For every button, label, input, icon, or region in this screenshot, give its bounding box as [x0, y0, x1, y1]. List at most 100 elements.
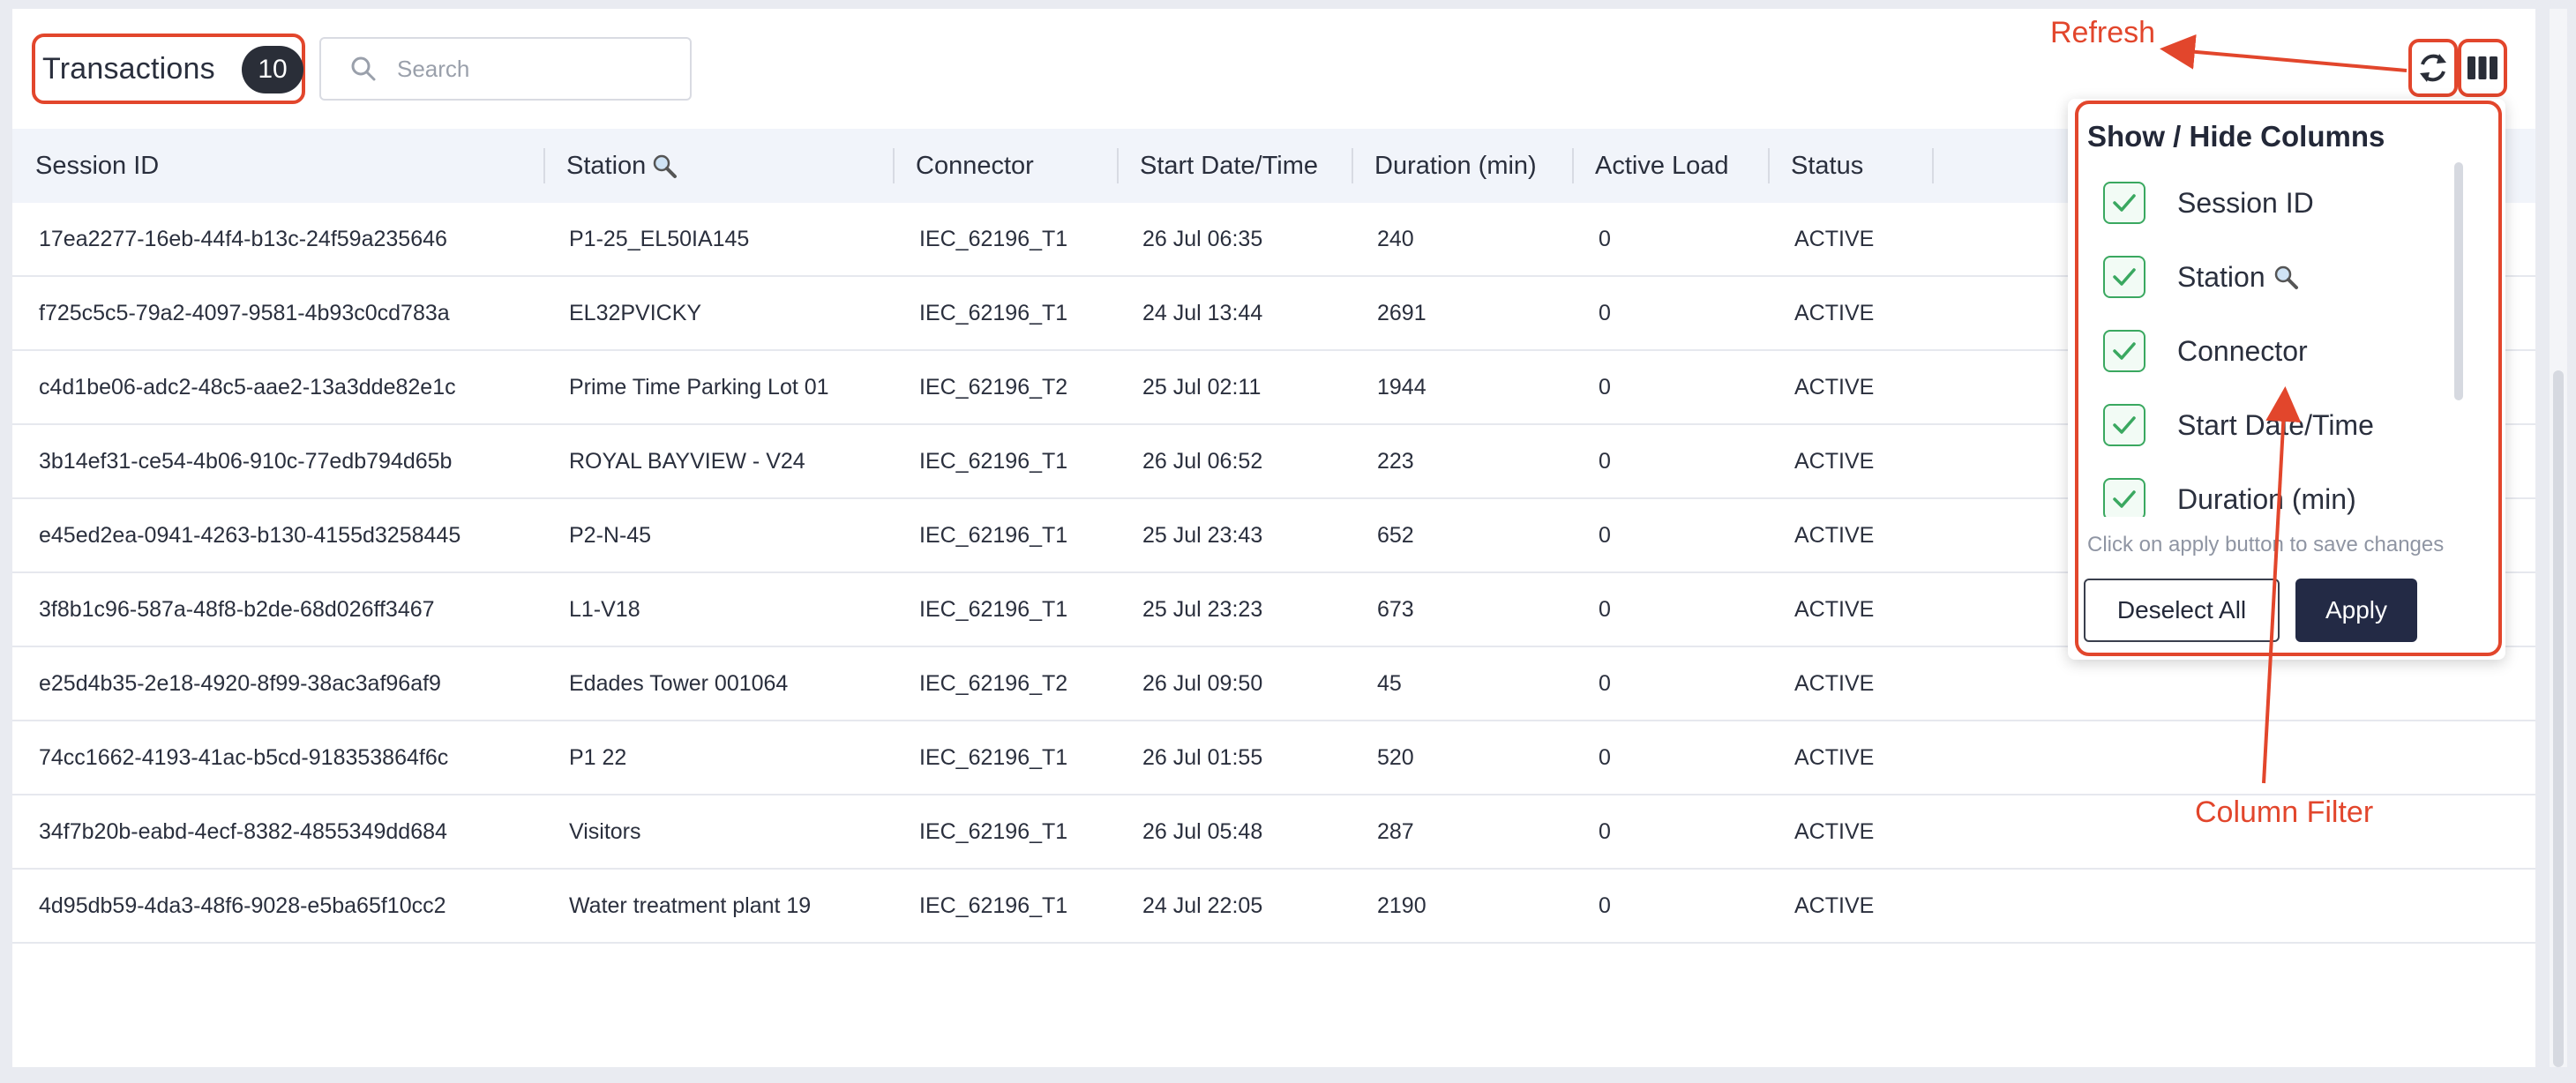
- column-checklist[interactable]: Session ID Station Connector Start Date/…: [2091, 164, 2461, 517]
- column-option-connector[interactable]: Connector: [2103, 314, 2308, 388]
- cell-status: ACTIVE: [1794, 300, 1875, 325]
- col-divider[interactable]: [1932, 148, 1934, 183]
- cell-connector: IEC_62196_T1: [919, 300, 1068, 325]
- search-input[interactable]: [397, 55, 679, 83]
- count-badge: 10: [242, 46, 303, 93]
- magnifier-icon[interactable]: [651, 153, 678, 179]
- title-group: Transactions 10: [32, 34, 305, 104]
- table-row[interactable]: 4d95db59-4da3-48f6-9028-e5ba65f10cc2 Wat…: [12, 870, 2535, 944]
- col-divider[interactable]: [543, 148, 545, 183]
- column-option-start-date-time[interactable]: Start Date/Time: [2103, 388, 2374, 462]
- cell-station: Edades Tower 001064: [569, 670, 789, 696]
- cell-duration: 240: [1377, 226, 1414, 251]
- cell-connector: IEC_62196_T1: [919, 818, 1068, 844]
- col-divider[interactable]: [1117, 148, 1119, 183]
- col-header-start-date-time[interactable]: Start Date/Time: [1140, 151, 1318, 180]
- checkbox[interactable]: [2103, 478, 2145, 517]
- column-option-label: Duration (min): [2177, 482, 2356, 515]
- cell-duration: 287: [1377, 818, 1414, 844]
- column-option-label: Station: [2177, 260, 2265, 293]
- cell-start-date-time: 25 Jul 02:11: [1142, 374, 1262, 400]
- column-option-label: Session ID: [2177, 186, 2314, 219]
- cell-session-id: 17ea2277-16eb-44f4-b13c-24f59a235646: [39, 226, 447, 251]
- checkmark-icon: [2113, 194, 2136, 212]
- cell-status: ACTIVE: [1794, 522, 1875, 548]
- cell-station: ROYAL BAYVIEW - V24: [569, 448, 805, 474]
- cell-connector: IEC_62196_T1: [919, 893, 1068, 918]
- cell-status: ACTIVE: [1794, 374, 1875, 400]
- col-divider[interactable]: [1352, 148, 1353, 183]
- table-row[interactable]: 17ea2277-16eb-44f4-b13c-24f59a235646 P1-…: [12, 203, 2535, 277]
- col-divider[interactable]: [1768, 148, 1770, 183]
- col-header-connector[interactable]: Connector: [916, 151, 1034, 180]
- table-row[interactable]: 3f8b1c96-587a-48f8-b2de-68d026ff3467 L1-…: [12, 573, 2535, 647]
- cell-station: Visitors: [569, 818, 641, 844]
- checkmark-icon: [2113, 342, 2136, 360]
- checkbox[interactable]: [2103, 256, 2145, 298]
- column-option-duration[interactable]: Duration (min): [2103, 462, 2356, 517]
- columns-button[interactable]: [2458, 39, 2507, 97]
- column-option-session-id[interactable]: Session ID: [2103, 166, 2314, 240]
- cell-active-load: 0: [1599, 893, 1611, 918]
- cell-duration: 673: [1377, 596, 1414, 622]
- cell-station: P1 22: [569, 744, 627, 770]
- cell-active-load: 0: [1599, 596, 1611, 622]
- cell-connector: IEC_62196_T1: [919, 596, 1068, 622]
- cell-start-date-time: 26 Jul 06:52: [1142, 448, 1263, 474]
- cell-duration: 45: [1377, 670, 1402, 696]
- cell-start-date-time: 26 Jul 09:50: [1142, 670, 1263, 696]
- cell-duration: 223: [1377, 448, 1414, 474]
- cell-active-load: 0: [1599, 522, 1611, 548]
- col-header-station[interactable]: Station: [566, 129, 678, 203]
- magnifier-icon: [2274, 265, 2298, 289]
- table-row[interactable]: e45ed2ea-0941-4263-b130-4155d3258445 P2-…: [12, 499, 2535, 573]
- search-icon: [351, 56, 376, 81]
- col-header-status[interactable]: Status: [1791, 151, 1864, 180]
- popup-scrollbar-thumb[interactable]: [2454, 162, 2463, 400]
- cell-active-load: 0: [1599, 300, 1611, 325]
- columns-icon: [2467, 56, 2497, 79]
- cell-start-date-time: 26 Jul 05:48: [1142, 818, 1263, 844]
- cell-start-date-time: 26 Jul 06:35: [1142, 226, 1263, 251]
- page-title: Transactions: [42, 51, 215, 86]
- col-header-session-id[interactable]: Session ID: [35, 151, 160, 180]
- col-header-duration[interactable]: Duration (min): [1374, 151, 1537, 180]
- cell-start-date-time: 25 Jul 23:43: [1142, 522, 1263, 548]
- refresh-button[interactable]: [2408, 39, 2458, 97]
- cell-status: ACTIVE: [1794, 226, 1875, 251]
- cell-active-load: 0: [1599, 670, 1611, 696]
- checkmark-icon: [2113, 268, 2136, 286]
- cell-start-date-time: 25 Jul 23:23: [1142, 596, 1263, 622]
- cell-session-id: 3b14ef31-ce54-4b06-910c-77edb794d65b: [39, 448, 453, 474]
- cell-station: P2-N-45: [569, 522, 652, 548]
- search-box[interactable]: [319, 37, 692, 101]
- checkbox[interactable]: [2103, 330, 2145, 372]
- table-row[interactable]: c4d1be06-adc2-48c5-aae2-13a3dde82e1c Pri…: [12, 351, 2535, 425]
- table-row[interactable]: e25d4b35-2e18-4920-8f99-38ac3af96af9 Eda…: [12, 647, 2535, 721]
- col-divider[interactable]: [893, 148, 895, 183]
- table-row[interactable]: 3b14ef31-ce54-4b06-910c-77edb794d65b ROY…: [12, 425, 2535, 499]
- cell-status: ACTIVE: [1794, 448, 1875, 474]
- column-option-station[interactable]: Station: [2103, 240, 2299, 314]
- table-row[interactable]: f725c5c5-79a2-4097-9581-4b93c0cd783a EL3…: [12, 277, 2535, 351]
- cell-active-load: 0: [1599, 374, 1611, 400]
- cell-connector: IEC_62196_T1: [919, 522, 1068, 548]
- cell-duration: 1944: [1377, 374, 1427, 400]
- cell-session-id: e45ed2ea-0941-4263-b130-4155d3258445: [39, 522, 461, 548]
- table-row[interactable]: 34f7b20b-eabd-4ecf-8382-4855349dd684 Vis…: [12, 795, 2535, 870]
- cell-status: ACTIVE: [1794, 596, 1875, 622]
- col-header-active-load[interactable]: Active Load: [1595, 151, 1729, 180]
- cell-connector: IEC_62196_T2: [919, 670, 1068, 696]
- table-row[interactable]: 74cc1662-4193-41ac-b5cd-918353864f6c P1 …: [12, 721, 2535, 795]
- annotation-highlight-frame: [2075, 101, 2502, 656]
- cell-status: ACTIVE: [1794, 670, 1875, 696]
- checkbox[interactable]: [2103, 182, 2145, 224]
- checkbox[interactable]: [2103, 404, 2145, 446]
- apply-button[interactable]: Apply: [2295, 579, 2417, 642]
- deselect-all-button[interactable]: Deselect All: [2084, 579, 2280, 642]
- col-divider[interactable]: [1572, 148, 1574, 183]
- page-scrollbar-thumb[interactable]: [2553, 370, 2564, 1067]
- cell-station: Water treatment plant 19: [569, 893, 812, 918]
- refresh-icon: [2420, 54, 2446, 82]
- cell-duration: 2190: [1377, 893, 1427, 918]
